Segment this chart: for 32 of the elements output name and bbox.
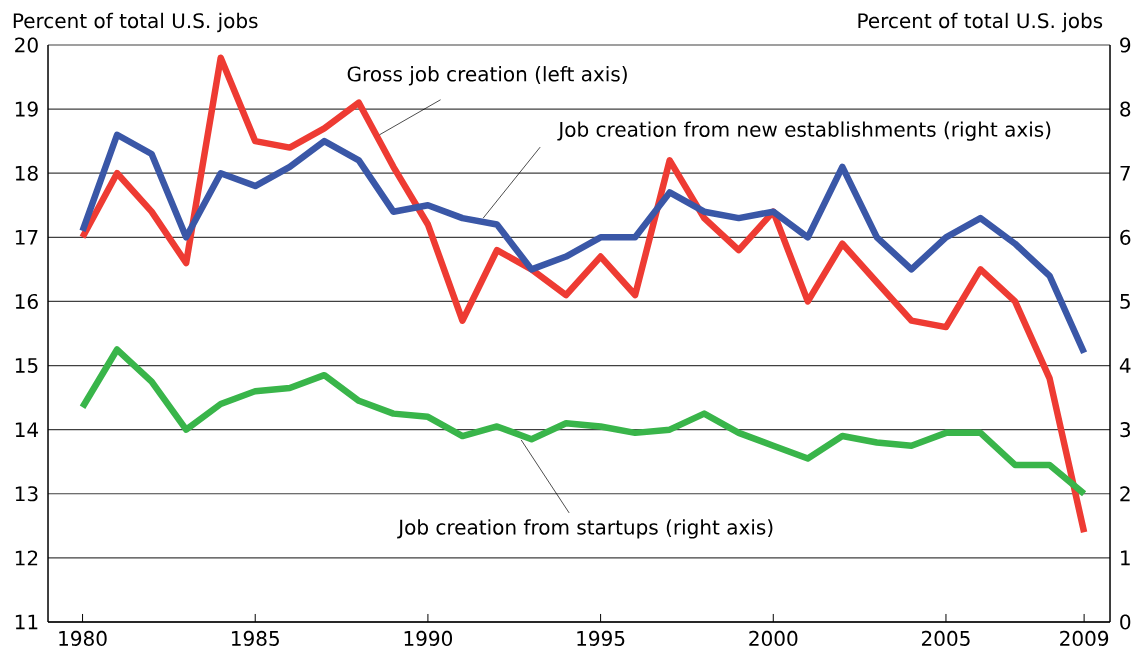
annotation: Gross job creation (left axis) [347,66,627,86]
y-tick-label: 11 [15,614,38,630]
y2-tick-label: 7 [1120,165,1130,181]
y2-tick-label: 6 [1120,229,1131,245]
y-tick-label: 18 [15,165,38,181]
annotation: Job creation from new establishments (right axis) [557,121,1051,141]
y2-tick-label: 9 [1120,37,1131,53]
y-axis-title: Percent of total U.S. jobs [13,12,258,33]
y-tick-label: 13 [15,486,38,502]
y2-tick-label: 5 [1120,294,1130,309]
x-tick-label: 1995 [577,630,625,646]
y2-tick-label: 3 [1120,422,1130,438]
y-tick-label: 20 [15,37,38,53]
y2-tick-label: 2 [1120,486,1130,502]
y-tick-label: 15 [15,358,38,373]
y-tick-label: 16 [15,293,38,309]
y2-tick-label: 8 [1120,101,1131,117]
x-tick-label: 1990 [404,630,453,646]
y-tick-label: 17 [15,230,38,245]
x-tick-label: 2005 [921,630,970,646]
y2-tick-label: 4 [1119,358,1131,373]
annotation: Job creation from startups (right axis) [397,519,773,539]
x-tick-label: 2009 [1060,630,1109,646]
x-tick-label: 1980 [59,630,107,646]
y-tick-label: 14 [15,422,39,437]
x-tick-label: 2000 [749,630,798,646]
y-tick-label: 19 [15,101,38,117]
y2-tick-label: 0 [1120,614,1131,630]
x-tick-label: 1985 [231,630,279,646]
y2-axis-title: Percent of total U.S. jobs [858,12,1103,33]
y2-tick-label: 1 [1121,550,1130,566]
y-tick-label: 12 [15,550,38,566]
